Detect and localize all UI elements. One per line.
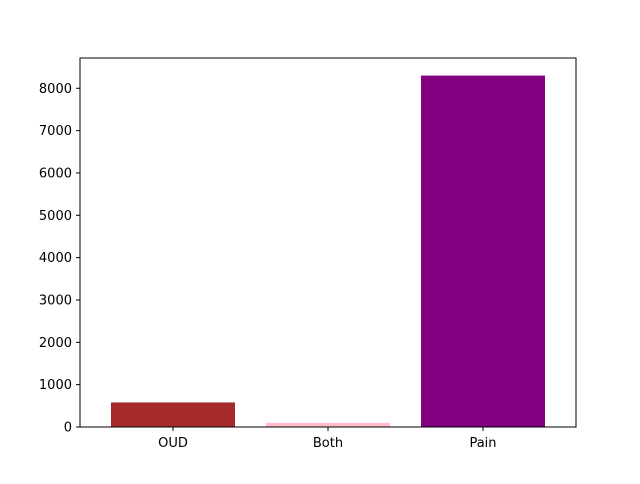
x-tick-label: Both: [313, 436, 343, 451]
y-tick-label: 2000: [39, 336, 72, 351]
plot-frame: [79, 57, 577, 428]
bar-pain: [421, 75, 545, 428]
bar-oud: [111, 402, 235, 427]
y-axis-ticks: 0 1000 2000 3000 4000 5000 6000 7000 8000: [39, 82, 80, 436]
y-tick-label: 8000: [39, 82, 72, 97]
y-tick-label: 1000: [39, 378, 72, 393]
y-tick-label: 5000: [39, 209, 72, 224]
y-tick-label: 7000: [39, 124, 72, 139]
bars-group: [111, 75, 545, 428]
y-tick-label: 6000: [39, 166, 72, 181]
y-tick-label: 0: [64, 421, 72, 436]
x-tick-label: Pain: [469, 436, 496, 451]
x-tick-label: OUD: [158, 436, 188, 451]
y-tick-label: 4000: [39, 251, 72, 266]
x-axis-ticks: OUD Both Pain: [158, 427, 497, 451]
bar-both: [266, 422, 390, 427]
y-tick-label: 3000: [39, 293, 72, 308]
